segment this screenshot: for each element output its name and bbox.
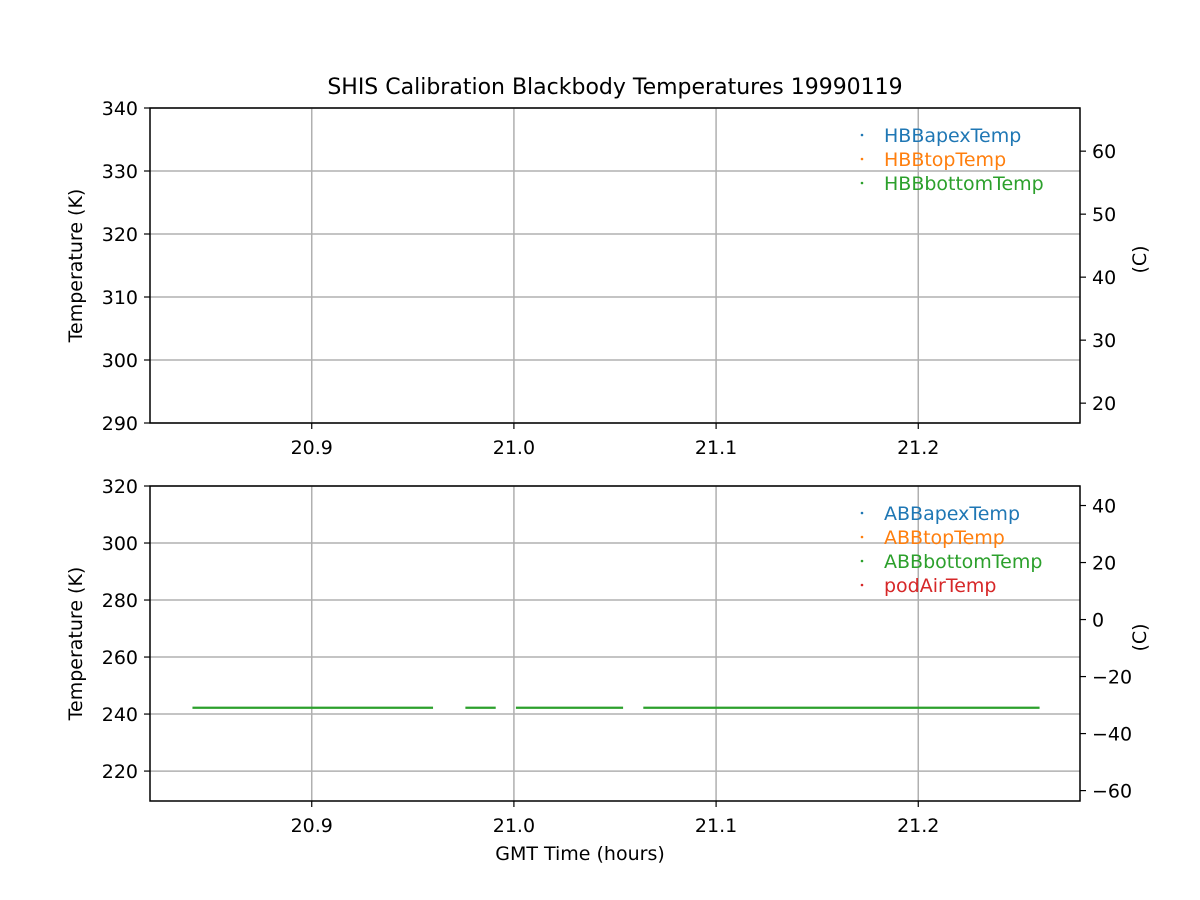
legend-label: HBBtopTemp (884, 149, 1006, 171)
y-right-tick-label: 20 (1092, 553, 1116, 575)
legend-marker (860, 133, 864, 137)
abb-y-axis-label: Temperature (K) (65, 567, 87, 722)
legend-label: HBBbottomTemp (884, 173, 1044, 195)
abb-y-axis-label-right: (C) (1129, 623, 1151, 651)
y-tick-label: 280 (102, 590, 138, 612)
abb-x-ticks: 20.9 21.0 21.1 21.2 (291, 801, 939, 837)
x-tick-label: 21.1 (695, 437, 737, 459)
abb-y-ticks-kelvin: 220 240 260 280 300 320 (102, 476, 150, 783)
x-tick-label: 21.0 (493, 437, 535, 459)
y-right-tick-label: −40 (1092, 724, 1132, 746)
y-tick-label: 260 (102, 647, 138, 669)
y-tick-label: 340 (102, 98, 138, 120)
hbb-y-axis-label-right: (C) (1129, 245, 1151, 273)
legend-marker (860, 181, 864, 185)
hbb-plot-frame (149, 107, 1081, 424)
y-tick-label: 220 (102, 761, 138, 783)
y-right-tick-label: 40 (1092, 267, 1116, 289)
legend-label: ABBbottomTemp (884, 551, 1042, 573)
legend-marker (860, 583, 864, 587)
y-right-tick-label: 50 (1092, 204, 1116, 226)
x-tick-label: 20.9 (291, 815, 333, 837)
y-tick-label: 240 (102, 704, 138, 726)
hbb-panel: 20.9 21.0 21.1 21.2 290 300 310 320 330 340 20 30… (65, 98, 1151, 459)
legend-marker (860, 157, 864, 161)
y-tick-label: 300 (102, 533, 138, 555)
abb-x-axis-label: GMT Time (hours) (495, 843, 665, 865)
y-right-tick-label: 30 (1092, 330, 1116, 352)
hbb-y-axis-label: Temperature (K) (65, 189, 87, 344)
y-right-tick-label: 20 (1092, 393, 1116, 415)
legend-marker (860, 511, 864, 515)
x-tick-label: 20.9 (291, 437, 333, 459)
y-tick-label: 300 (102, 350, 138, 372)
y-right-tick-label: −60 (1092, 781, 1132, 803)
legend-marker (860, 559, 864, 563)
y-right-tick-label: 40 (1092, 496, 1116, 518)
abb-plot-frame (149, 485, 1081, 802)
hbb-y-ticks-kelvin: 290 300 310 320 330 340 (102, 98, 150, 435)
hbb-y-ticks-celsius: 20 30 40 50 60 (1080, 141, 1116, 415)
abb-legend: ABBapexTempABBtopTempABBbottomTemppodAir… (860, 503, 1042, 597)
y-right-tick-label: 60 (1092, 141, 1116, 163)
abb-y-ticks-celsius: −60 −40 −20 0 20 40 (1080, 496, 1132, 803)
y-tick-label: 290 (102, 413, 138, 435)
y-tick-label: 320 (102, 224, 138, 246)
chart-title: SHIS Calibration Blackbody Temperatures … (327, 75, 902, 100)
legend-label: ABBtopTemp (884, 527, 1005, 549)
legend-label: podAirTemp (884, 575, 996, 597)
x-tick-label: 21.0 (493, 815, 535, 837)
y-tick-label: 330 (102, 161, 138, 183)
x-tick-label: 21.1 (695, 815, 737, 837)
hbb-x-ticks: 20.9 21.0 21.1 21.2 (291, 423, 939, 459)
y-right-tick-label: 0 (1092, 610, 1104, 632)
y-tick-label: 310 (102, 287, 138, 309)
legend-label: ABBapexTemp (884, 503, 1020, 525)
y-tick-label: 320 (102, 476, 138, 498)
x-tick-label: 21.2 (897, 815, 939, 837)
legend-label: HBBapexTemp (884, 125, 1021, 147)
legend-marker (860, 535, 864, 539)
y-right-tick-label: −20 (1092, 667, 1132, 689)
x-tick-label: 21.2 (897, 437, 939, 459)
